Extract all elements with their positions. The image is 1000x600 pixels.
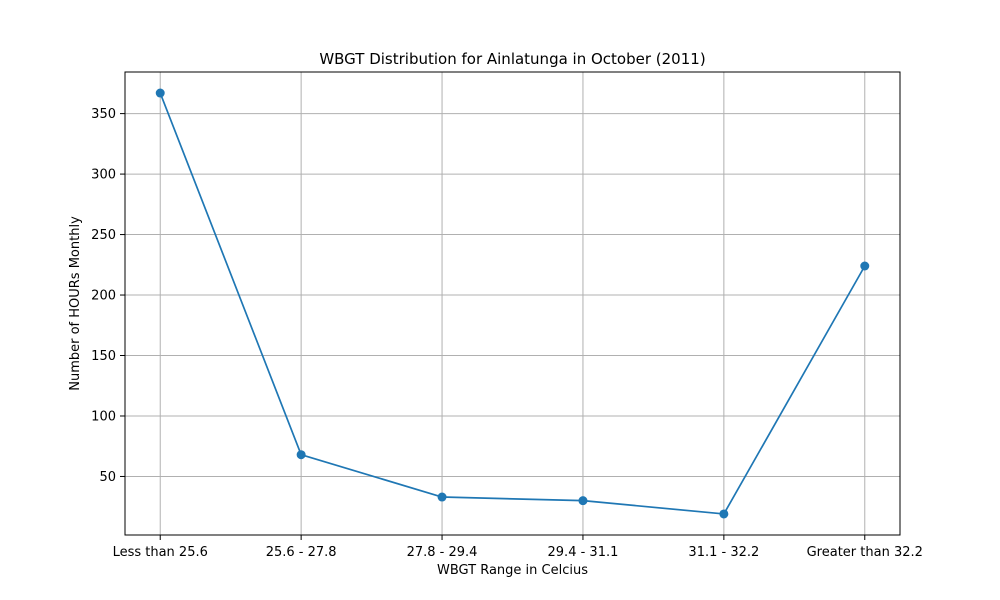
x-axis: Less than 25.6 25.6 - 27.8 27.8 - 29.4 29.4… [113,535,923,560]
chart-title: WBGT Distribution for Ainlatunga in Octo… [319,50,705,68]
data-point [437,492,447,502]
x-tick-label: Less than 25.6 [113,545,208,560]
data-point [860,261,870,271]
series [155,88,870,519]
x-tick-label: 31.1 - 32.2 [688,545,759,560]
data-point [296,450,306,460]
series-line [159,92,866,515]
x-tick-label: 27.8 - 29.4 [407,545,478,560]
plot-frame [124,71,901,536]
data-point [719,509,729,519]
y-tick-label: 200 [91,289,116,304]
y-tick-label: 350 [91,107,116,122]
x-tick-label: 25.6 - 27.8 [266,545,337,560]
x-tick-label: 29.4 - 31.1 [548,545,619,560]
grid [125,72,900,535]
y-tick-label: 150 [91,349,116,364]
y-tick-label: 250 [91,228,116,243]
y-axis: 50 100 150 200 250 300 350 [91,107,125,485]
y-tick-label: 100 [91,409,116,424]
y-tick-label: 300 [91,168,116,183]
x-axis-label: WBGT Range in Celcius [437,563,588,578]
data-point [578,496,588,506]
y-tick-label: 50 [99,470,116,485]
x-tick-label: Greater than 32.2 [807,545,923,560]
data-point [155,88,165,98]
y-axis-label: Number of HOURs Monthly [68,216,83,391]
